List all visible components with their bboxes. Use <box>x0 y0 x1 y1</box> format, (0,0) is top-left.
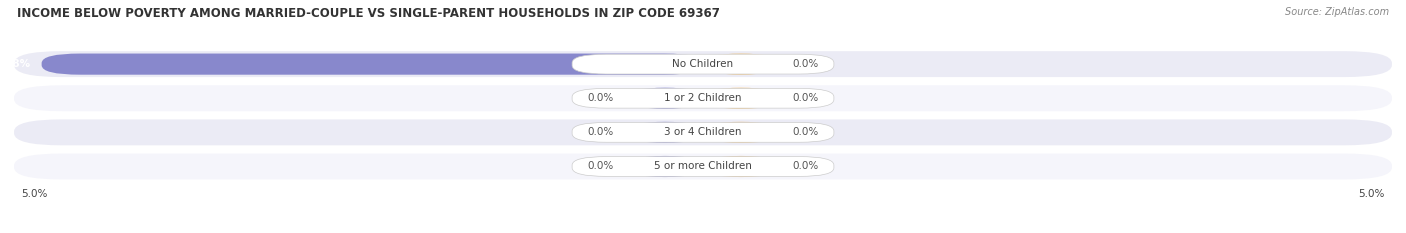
FancyBboxPatch shape <box>14 85 1392 111</box>
FancyBboxPatch shape <box>703 122 779 143</box>
Text: 0.0%: 0.0% <box>793 161 818 171</box>
Text: 1 or 2 Children: 1 or 2 Children <box>664 93 742 103</box>
FancyBboxPatch shape <box>42 54 703 75</box>
FancyBboxPatch shape <box>572 157 834 176</box>
FancyBboxPatch shape <box>14 154 1392 179</box>
Text: 5 or more Children: 5 or more Children <box>654 161 752 171</box>
Text: 4.8%: 4.8% <box>1 59 31 69</box>
Text: No Children: No Children <box>672 59 734 69</box>
Text: 0.0%: 0.0% <box>588 127 613 137</box>
Text: Source: ZipAtlas.com: Source: ZipAtlas.com <box>1285 7 1389 17</box>
FancyBboxPatch shape <box>572 123 834 142</box>
Text: 3 or 4 Children: 3 or 4 Children <box>664 127 742 137</box>
Text: INCOME BELOW POVERTY AMONG MARRIED-COUPLE VS SINGLE-PARENT HOUSEHOLDS IN ZIP COD: INCOME BELOW POVERTY AMONG MARRIED-COUPL… <box>17 7 720 20</box>
Text: 0.0%: 0.0% <box>793 93 818 103</box>
Text: 0.0%: 0.0% <box>588 161 613 171</box>
Text: 5.0%: 5.0% <box>21 189 48 199</box>
FancyBboxPatch shape <box>627 88 703 109</box>
Text: 0.0%: 0.0% <box>588 93 613 103</box>
FancyBboxPatch shape <box>14 119 1392 145</box>
Text: 5.0%: 5.0% <box>1358 189 1385 199</box>
FancyBboxPatch shape <box>627 156 703 177</box>
FancyBboxPatch shape <box>703 156 779 177</box>
FancyBboxPatch shape <box>572 88 834 108</box>
FancyBboxPatch shape <box>703 88 779 109</box>
Text: 0.0%: 0.0% <box>793 127 818 137</box>
FancyBboxPatch shape <box>14 51 1392 77</box>
FancyBboxPatch shape <box>627 122 703 143</box>
Text: 0.0%: 0.0% <box>793 59 818 69</box>
FancyBboxPatch shape <box>572 54 834 74</box>
FancyBboxPatch shape <box>703 54 779 75</box>
